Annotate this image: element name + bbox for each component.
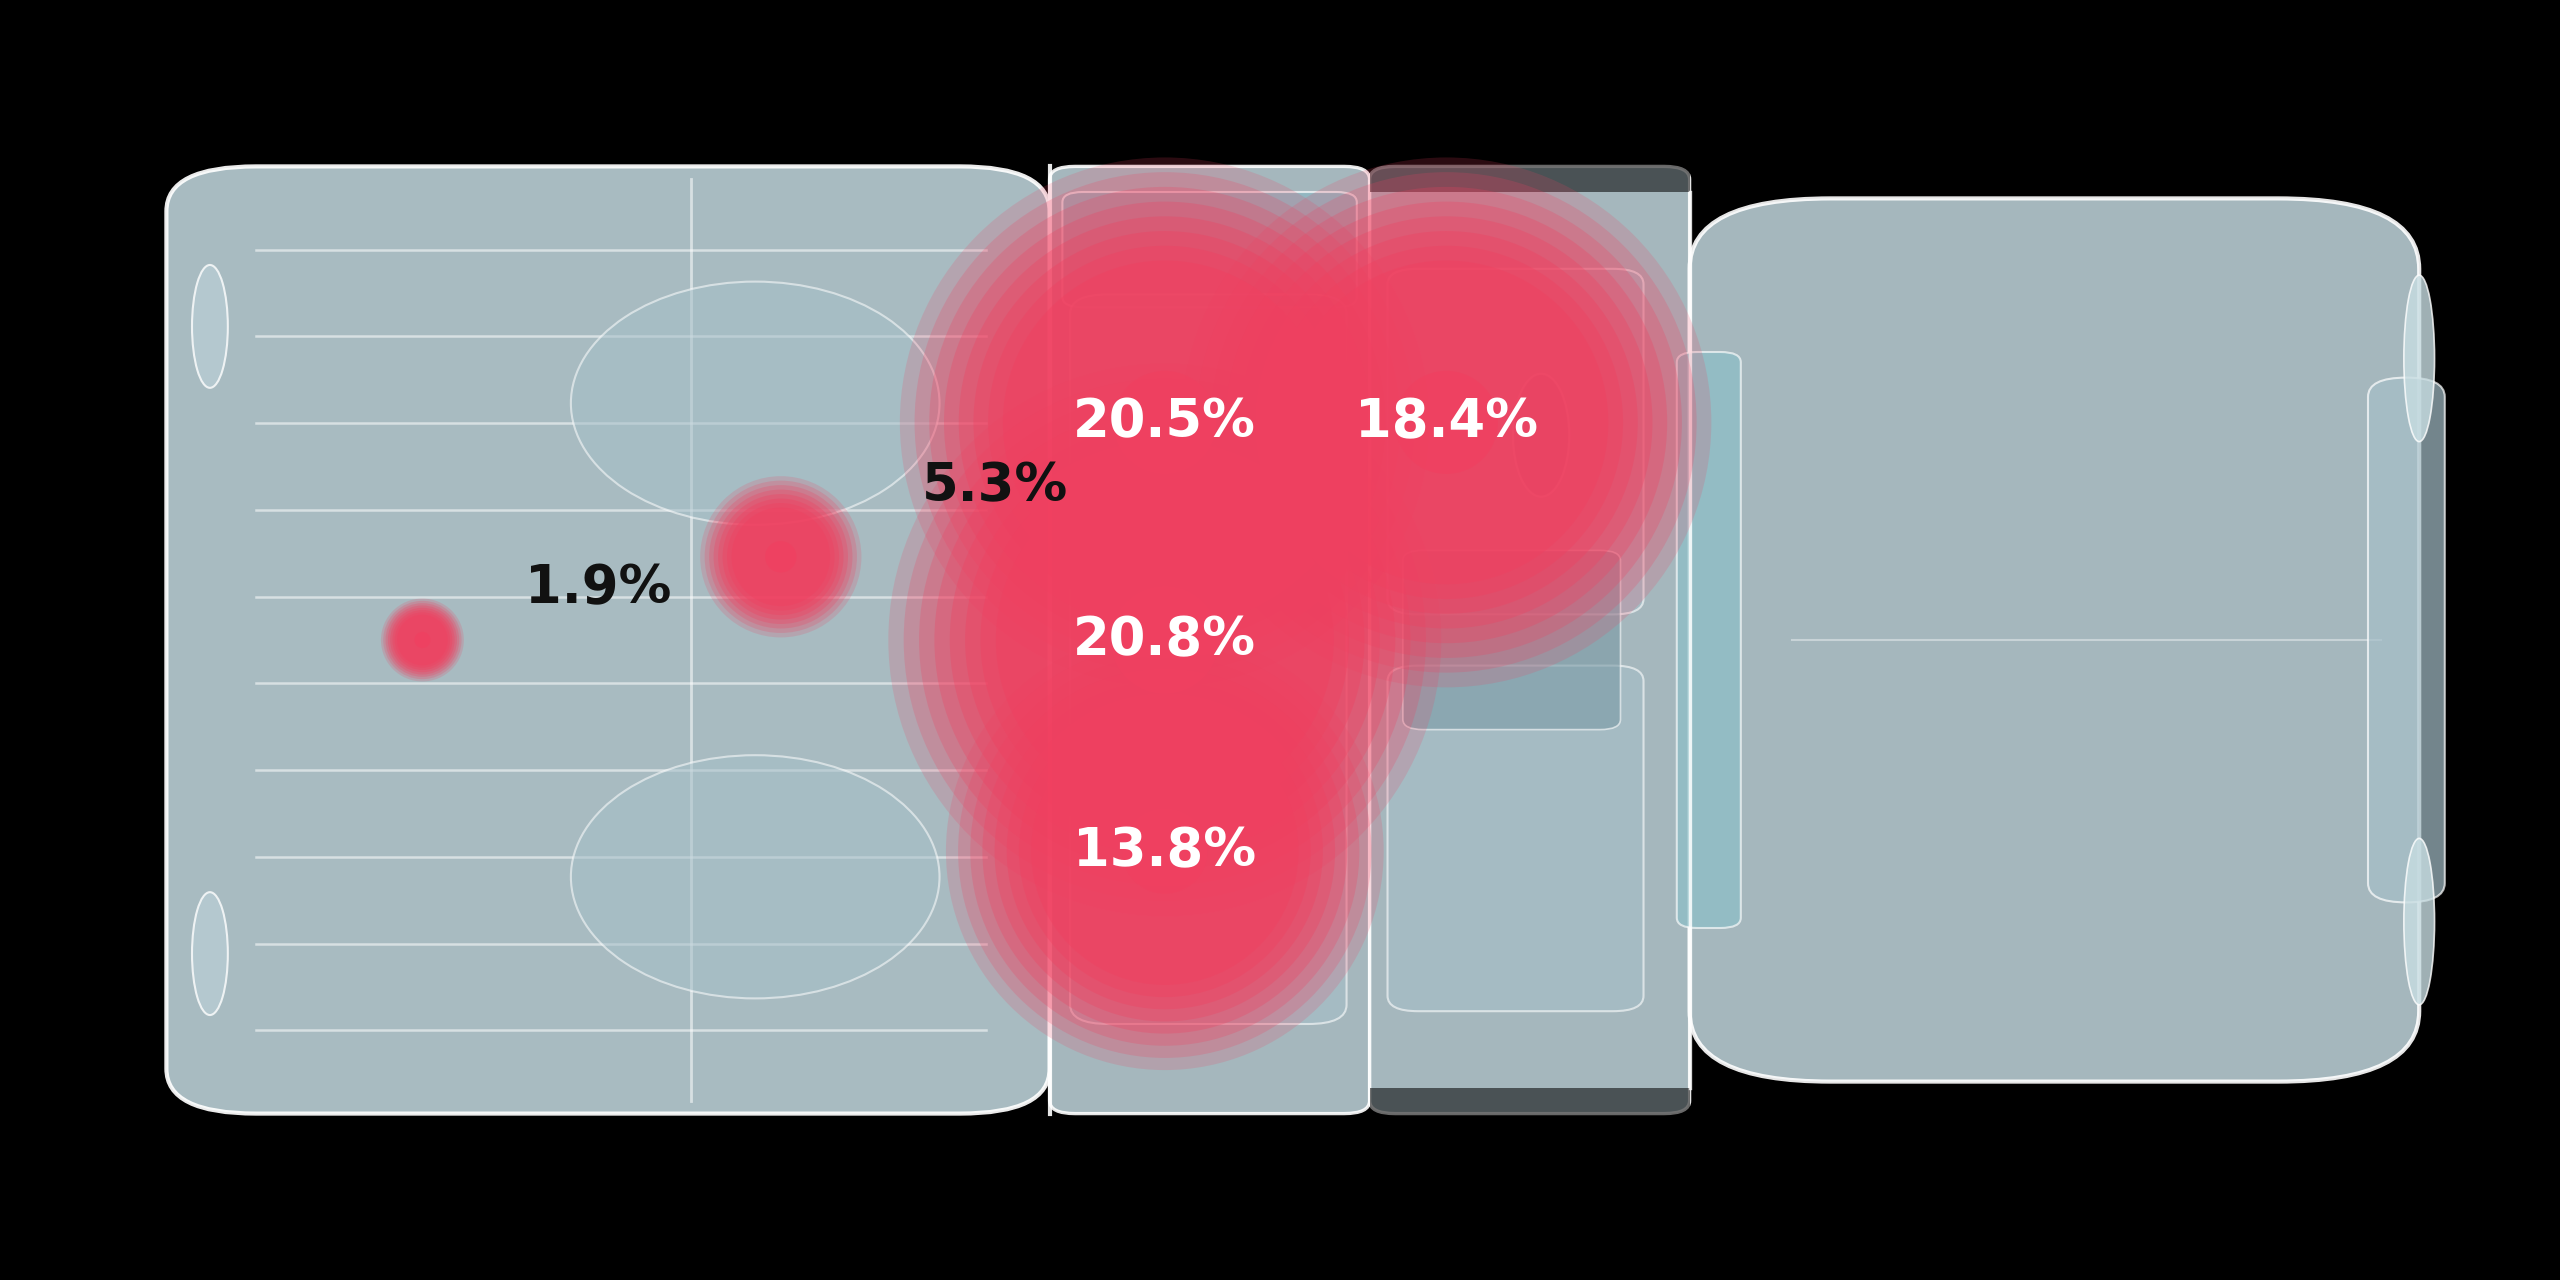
FancyBboxPatch shape: [1690, 198, 2419, 1082]
Ellipse shape: [929, 187, 1400, 658]
Bar: [1370, 154, 1690, 192]
Ellipse shape: [950, 425, 1380, 855]
Ellipse shape: [980, 456, 1349, 824]
Ellipse shape: [1395, 371, 1498, 474]
FancyBboxPatch shape: [1388, 269, 1644, 614]
Ellipse shape: [914, 172, 1416, 673]
Ellipse shape: [709, 485, 852, 628]
Ellipse shape: [947, 632, 1385, 1070]
Text: 20.8%: 20.8%: [1073, 614, 1257, 666]
Ellipse shape: [945, 201, 1385, 643]
Ellipse shape: [765, 541, 796, 572]
Ellipse shape: [1513, 374, 1569, 497]
FancyBboxPatch shape: [1062, 192, 1357, 307]
Ellipse shape: [571, 282, 940, 525]
Ellipse shape: [1114, 371, 1216, 474]
Ellipse shape: [1285, 260, 1608, 584]
Ellipse shape: [384, 600, 461, 680]
Ellipse shape: [571, 755, 940, 998]
Text: 20.5%: 20.5%: [1073, 397, 1257, 448]
Ellipse shape: [732, 508, 829, 607]
FancyBboxPatch shape: [166, 166, 1050, 1114]
Ellipse shape: [389, 608, 456, 672]
FancyBboxPatch shape: [1403, 550, 1620, 730]
Ellipse shape: [397, 614, 448, 666]
FancyBboxPatch shape: [1050, 166, 1370, 1114]
Ellipse shape: [1121, 809, 1208, 893]
Ellipse shape: [1196, 172, 1697, 673]
Ellipse shape: [387, 603, 458, 677]
FancyBboxPatch shape: [1677, 352, 1741, 928]
Ellipse shape: [1239, 216, 1654, 628]
Ellipse shape: [919, 394, 1411, 886]
Ellipse shape: [901, 157, 1431, 687]
Ellipse shape: [2404, 838, 2435, 1005]
Text: 1.9%: 1.9%: [525, 563, 671, 614]
Ellipse shape: [1019, 705, 1311, 997]
Ellipse shape: [988, 246, 1341, 599]
Ellipse shape: [1004, 260, 1326, 584]
Ellipse shape: [1006, 692, 1324, 1009]
FancyBboxPatch shape: [2368, 378, 2445, 902]
Ellipse shape: [392, 611, 453, 669]
FancyBboxPatch shape: [1388, 666, 1644, 1011]
Ellipse shape: [1226, 201, 1667, 643]
Ellipse shape: [904, 379, 1426, 901]
Ellipse shape: [957, 216, 1372, 628]
FancyBboxPatch shape: [1070, 294, 1347, 1024]
Ellipse shape: [714, 489, 847, 625]
Ellipse shape: [996, 471, 1334, 809]
Ellipse shape: [1180, 157, 1710, 687]
Ellipse shape: [973, 230, 1357, 613]
Ellipse shape: [389, 605, 458, 675]
Ellipse shape: [701, 476, 860, 637]
Ellipse shape: [993, 681, 1336, 1021]
Ellipse shape: [1111, 586, 1219, 694]
Text: 5.3%: 5.3%: [922, 461, 1068, 512]
Bar: [1370, 1088, 1690, 1126]
Ellipse shape: [970, 657, 1359, 1046]
Text: 13.8%: 13.8%: [1073, 826, 1257, 877]
Text: 18.4%: 18.4%: [1354, 397, 1539, 448]
Ellipse shape: [934, 410, 1395, 870]
Ellipse shape: [888, 364, 1441, 916]
Ellipse shape: [1211, 187, 1682, 658]
Ellipse shape: [1254, 230, 1638, 613]
FancyBboxPatch shape: [1370, 166, 1690, 1114]
Ellipse shape: [965, 440, 1364, 840]
Ellipse shape: [727, 503, 835, 611]
Ellipse shape: [192, 892, 228, 1015]
Ellipse shape: [1270, 246, 1623, 599]
Ellipse shape: [192, 265, 228, 388]
Ellipse shape: [1032, 717, 1298, 986]
Ellipse shape: [717, 494, 845, 620]
Ellipse shape: [983, 668, 1347, 1034]
Ellipse shape: [2404, 275, 2435, 442]
Ellipse shape: [381, 599, 463, 681]
Ellipse shape: [957, 645, 1372, 1057]
Ellipse shape: [415, 632, 430, 648]
Ellipse shape: [704, 481, 858, 634]
Ellipse shape: [394, 612, 451, 668]
Ellipse shape: [722, 498, 840, 616]
